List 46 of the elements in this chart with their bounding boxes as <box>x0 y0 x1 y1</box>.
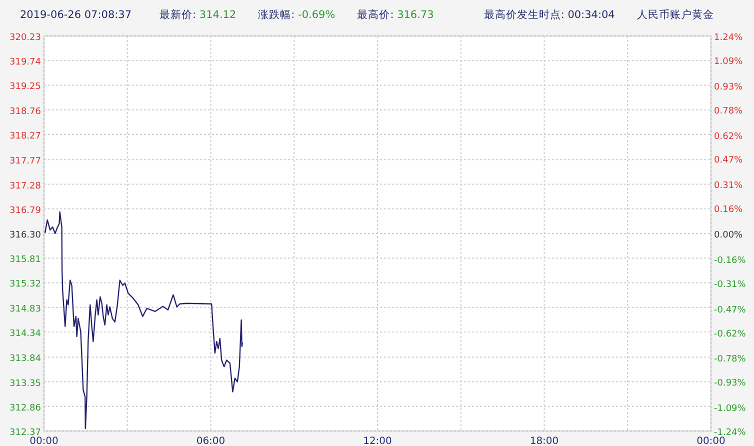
y-tick-label: 320.23 <box>10 33 41 43</box>
y2-tick-label: 0.31% <box>714 181 744 192</box>
text: 最新价: 314.12 <box>160 8 236 21</box>
x-tick-label: 00:00 <box>696 436 726 446</box>
y2-tick-label: -0.16% <box>714 256 746 266</box>
y2-tick-label: -1.24% <box>714 428 746 438</box>
y2-tick-label: -0.47% <box>714 305 746 316</box>
y-tick-label: 314.83 <box>10 304 41 314</box>
y-tick-label: 312.86 <box>10 403 42 414</box>
line-series <box>44 211 244 430</box>
y-tick-label: 312.37 <box>10 428 41 438</box>
y2-tick-label: -0.31% <box>714 280 746 290</box>
y2-tick-label: 0.16% <box>714 205 744 216</box>
y-tick-label: 319.74 <box>10 58 42 68</box>
y-tick-label: 313.84 <box>10 354 42 364</box>
y2-tick-label: 0.00% <box>714 230 744 240</box>
x-tick-label: 00:00 <box>30 436 58 446</box>
y-tick-label: 313.35 <box>10 378 41 389</box>
y-tick-label: 315.32 <box>10 280 41 290</box>
text: 最高价: 316.73 <box>357 8 434 21</box>
y2-tick-label: -0.93% <box>714 378 746 389</box>
y2-tick-label: -1.09% <box>714 404 746 414</box>
y2-tick-label: 0.47% <box>714 156 744 166</box>
y-tick-label: 318.76 <box>10 106 42 117</box>
x-tick-label: 12:00 <box>363 436 392 446</box>
y2-tick-label: -0.78% <box>714 354 746 365</box>
x-tick-label: 18:00 <box>530 436 559 446</box>
chart-title: 2019-06-26 07:08:37 <box>20 9 132 21</box>
y2-tick-label: 0.78% <box>714 106 744 116</box>
text: 最高价发生时点: 00:34:04 <box>484 8 616 21</box>
y2-tick-label: -0.62% <box>714 329 746 340</box>
y-tick-label: 315.81 <box>10 255 41 266</box>
y2-tick-label: 0.93% <box>714 82 744 92</box>
y-tick-label: 319.25 <box>10 82 41 92</box>
y-tick-label: 316.30 <box>10 230 42 240</box>
text: 人民币账户黄金 <box>636 8 714 21</box>
y-tick-label: 317.28 <box>10 181 42 192</box>
y-tick-label: 316.79 <box>10 206 42 216</box>
text: 涨跌幅: -0.69% <box>258 9 336 21</box>
y2-tick-label: 1.24% <box>714 33 744 43</box>
x-tick-label: 06:00 <box>196 436 226 446</box>
y-tick-label: 318.27 <box>10 132 41 142</box>
y-tick-label: 317.77 <box>10 156 41 167</box>
y-tick-label: 314.34 <box>10 329 42 339</box>
y2-tick-label: 1.09% <box>714 56 744 67</box>
y2-tick-label: 0.62% <box>714 132 744 142</box>
